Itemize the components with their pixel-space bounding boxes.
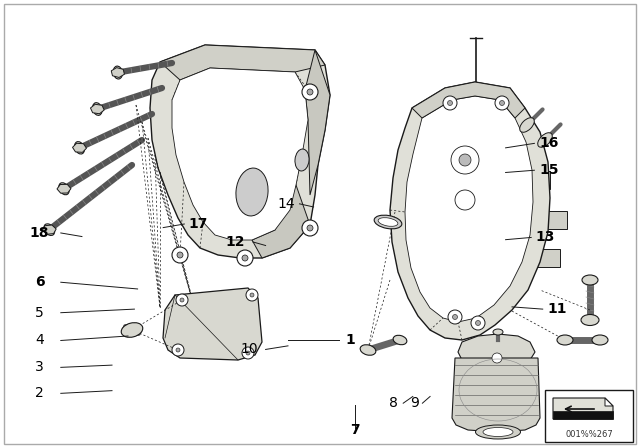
Ellipse shape <box>582 275 598 285</box>
Circle shape <box>177 252 183 258</box>
Circle shape <box>302 220 318 236</box>
Circle shape <box>452 314 458 319</box>
Polygon shape <box>305 50 330 195</box>
Bar <box>545 390 633 442</box>
Circle shape <box>172 344 184 356</box>
Circle shape <box>459 154 471 166</box>
Circle shape <box>455 190 475 210</box>
Circle shape <box>176 294 188 306</box>
Ellipse shape <box>557 335 573 345</box>
Text: 8: 8 <box>389 396 398 410</box>
Polygon shape <box>163 288 262 360</box>
Ellipse shape <box>360 345 376 355</box>
Ellipse shape <box>476 425 520 439</box>
Circle shape <box>307 225 313 231</box>
Text: 13: 13 <box>536 230 555 245</box>
Text: 18: 18 <box>30 226 49 240</box>
Polygon shape <box>160 45 325 80</box>
Ellipse shape <box>581 314 599 326</box>
Polygon shape <box>150 45 330 258</box>
Ellipse shape <box>483 427 513 436</box>
Ellipse shape <box>538 133 552 147</box>
Ellipse shape <box>520 118 534 132</box>
Text: 2: 2 <box>35 386 44 401</box>
Circle shape <box>448 310 462 324</box>
Circle shape <box>447 100 452 105</box>
Circle shape <box>302 84 318 100</box>
Circle shape <box>471 316 485 330</box>
Circle shape <box>180 298 184 302</box>
Ellipse shape <box>374 215 402 229</box>
Text: 16: 16 <box>540 136 559 151</box>
Text: 12: 12 <box>226 235 245 249</box>
Polygon shape <box>252 185 310 258</box>
Circle shape <box>242 347 254 359</box>
Bar <box>530 249 560 267</box>
Polygon shape <box>412 82 525 118</box>
Circle shape <box>242 255 248 261</box>
Ellipse shape <box>378 218 398 226</box>
Circle shape <box>495 96 509 110</box>
Text: 7: 7 <box>350 423 360 437</box>
Circle shape <box>443 96 457 110</box>
Circle shape <box>246 289 258 301</box>
Polygon shape <box>90 104 104 114</box>
Text: 9: 9 <box>410 396 419 410</box>
Text: 10: 10 <box>241 342 259 357</box>
Ellipse shape <box>393 335 407 345</box>
Ellipse shape <box>592 335 608 345</box>
Polygon shape <box>111 68 124 78</box>
Text: 17: 17 <box>189 217 208 231</box>
Bar <box>553 411 613 419</box>
Polygon shape <box>605 398 613 406</box>
Polygon shape <box>553 398 613 419</box>
Circle shape <box>451 146 479 174</box>
Polygon shape <box>42 225 56 234</box>
Bar <box>535 211 567 229</box>
Text: 001%%267: 001%%267 <box>565 430 613 439</box>
Text: 3: 3 <box>35 360 44 375</box>
Polygon shape <box>172 68 308 240</box>
Text: 4: 4 <box>35 333 44 348</box>
Circle shape <box>476 320 481 326</box>
Circle shape <box>250 293 254 297</box>
Circle shape <box>172 247 188 263</box>
Text: 5: 5 <box>35 306 44 320</box>
Text: 1: 1 <box>346 332 356 347</box>
Circle shape <box>237 250 253 266</box>
Polygon shape <box>122 323 143 337</box>
Bar <box>520 171 550 189</box>
Ellipse shape <box>93 103 102 115</box>
Ellipse shape <box>59 183 69 195</box>
Circle shape <box>499 100 504 105</box>
Text: 6: 6 <box>35 275 45 289</box>
Polygon shape <box>72 143 86 152</box>
Text: 11: 11 <box>547 302 566 316</box>
Ellipse shape <box>113 66 122 79</box>
Circle shape <box>176 348 180 352</box>
Polygon shape <box>486 346 508 370</box>
Text: 15: 15 <box>540 163 559 177</box>
Polygon shape <box>452 358 540 432</box>
Circle shape <box>307 89 313 95</box>
Polygon shape <box>405 96 533 322</box>
Ellipse shape <box>493 329 503 335</box>
Ellipse shape <box>44 224 54 236</box>
Circle shape <box>492 353 502 363</box>
Ellipse shape <box>236 168 268 216</box>
Polygon shape <box>57 184 71 193</box>
Ellipse shape <box>295 149 309 171</box>
Polygon shape <box>390 82 550 340</box>
Circle shape <box>246 351 250 355</box>
Ellipse shape <box>75 142 84 154</box>
Polygon shape <box>458 334 535 366</box>
Text: 14: 14 <box>278 197 296 211</box>
Ellipse shape <box>121 323 143 337</box>
